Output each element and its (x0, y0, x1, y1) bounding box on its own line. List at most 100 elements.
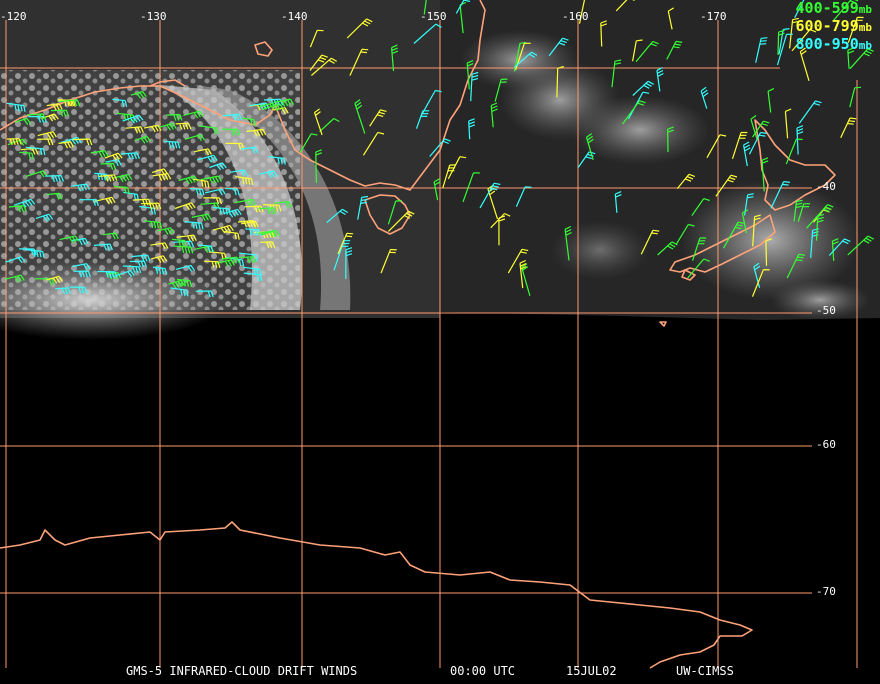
wind-barb (273, 98, 295, 107)
legend-unit: mb (858, 21, 872, 34)
wind-barb (199, 125, 219, 135)
wind-barb (260, 241, 276, 249)
wind-barb (600, 20, 608, 47)
wind-barb (203, 260, 221, 268)
wind-barb (622, 100, 646, 125)
wind-barb (46, 103, 63, 111)
wind-barb (640, 229, 660, 255)
wind-barb (113, 185, 130, 194)
wind-barb (632, 80, 654, 96)
wind-barb (258, 102, 277, 110)
wind-barb (319, 117, 340, 133)
lat-label: -40 (816, 180, 836, 193)
wind-barb (6, 138, 22, 146)
wind-barb (309, 54, 328, 71)
wind-barb (37, 138, 54, 146)
wind-barb (345, 247, 353, 279)
wind-barb (447, 156, 467, 180)
wind-barb (494, 78, 508, 102)
wind-barb (258, 170, 278, 178)
wind-barb (614, 191, 622, 213)
wind-barb (25, 249, 45, 258)
wind-barb (770, 181, 790, 209)
wind-barb (122, 265, 142, 274)
wind-barb (380, 248, 397, 274)
wind-barb (806, 204, 834, 229)
wind-barb (490, 212, 511, 229)
wind-barb (369, 109, 387, 127)
wind-barb (59, 99, 81, 107)
wind-barb (564, 225, 572, 261)
wind-barb (387, 200, 403, 225)
legend-unit: mb (858, 39, 872, 52)
nz-south-island (669, 214, 776, 273)
wind-barb (346, 18, 373, 39)
image-footer: GMS-5 INFRARED-CLOUD DRIFT WINDS 00:00 U… (0, 664, 880, 678)
wind-barb (50, 109, 70, 117)
wind-barb (241, 117, 256, 126)
legend-range: 800-950 (795, 35, 859, 53)
island-2 (659, 321, 667, 327)
wind-barb (174, 202, 196, 211)
wind-barb (687, 258, 710, 279)
wind-barb (692, 237, 707, 261)
wind-barb (37, 131, 57, 139)
wind-barb (198, 244, 214, 253)
wind-barb (132, 198, 152, 206)
wind-barb (333, 240, 351, 271)
wind-barb (691, 198, 710, 217)
wind-barb (152, 173, 172, 181)
wind-barb (97, 270, 118, 279)
wind-barb (238, 256, 257, 264)
wind-barb (706, 134, 727, 158)
wind-barb (423, 0, 427, 15)
wind-barb (832, 0, 859, 22)
wind-barb (578, 0, 586, 24)
wind-barb (262, 204, 282, 212)
wind-barb (797, 203, 811, 222)
source-label: UW-CIMSS (676, 664, 734, 678)
wind-barb (796, 125, 804, 155)
wind-barb (184, 221, 204, 230)
wind-barb (391, 44, 399, 72)
wind-barb (667, 126, 674, 153)
wind-barb (46, 192, 63, 200)
wind-barb (849, 48, 874, 70)
wind-barb (79, 199, 99, 206)
wind-barb (240, 146, 259, 154)
wind-barb (784, 108, 792, 139)
wind-barb (237, 220, 257, 228)
pressure-legend: 400-599mb 600-799mb 800-950mb (796, 0, 872, 54)
wind-barb (69, 286, 88, 294)
wind-barb (632, 39, 643, 62)
wind-barb (194, 148, 212, 156)
lat-label: -70 (816, 585, 836, 598)
wind-barb (761, 157, 769, 192)
wind-barb (556, 65, 564, 98)
wind-barb (667, 7, 675, 30)
wind-barb (700, 86, 709, 109)
wind-barb (676, 173, 696, 189)
wind-barb (225, 187, 240, 196)
wind-barb (72, 138, 93, 146)
wind-barb (468, 118, 476, 140)
wind-barb (230, 169, 248, 177)
wind-barb (4, 274, 25, 283)
wind-barb (143, 124, 162, 133)
wind-barb (748, 131, 767, 155)
wind-barb (163, 140, 181, 149)
wind-barb (309, 29, 324, 48)
wind-barb (72, 263, 91, 271)
wind-barb (240, 220, 259, 228)
wind-barb (113, 270, 135, 278)
wind-barb (171, 238, 187, 247)
wind-barb (221, 256, 240, 264)
wind-barb (13, 198, 36, 208)
wind-barb (14, 117, 32, 125)
wind-barb (168, 279, 186, 289)
wind-barb (462, 172, 480, 203)
wind-barb (777, 29, 785, 56)
wind-barb (35, 213, 54, 222)
wind-barb (715, 174, 738, 197)
wind-barb (243, 266, 262, 276)
